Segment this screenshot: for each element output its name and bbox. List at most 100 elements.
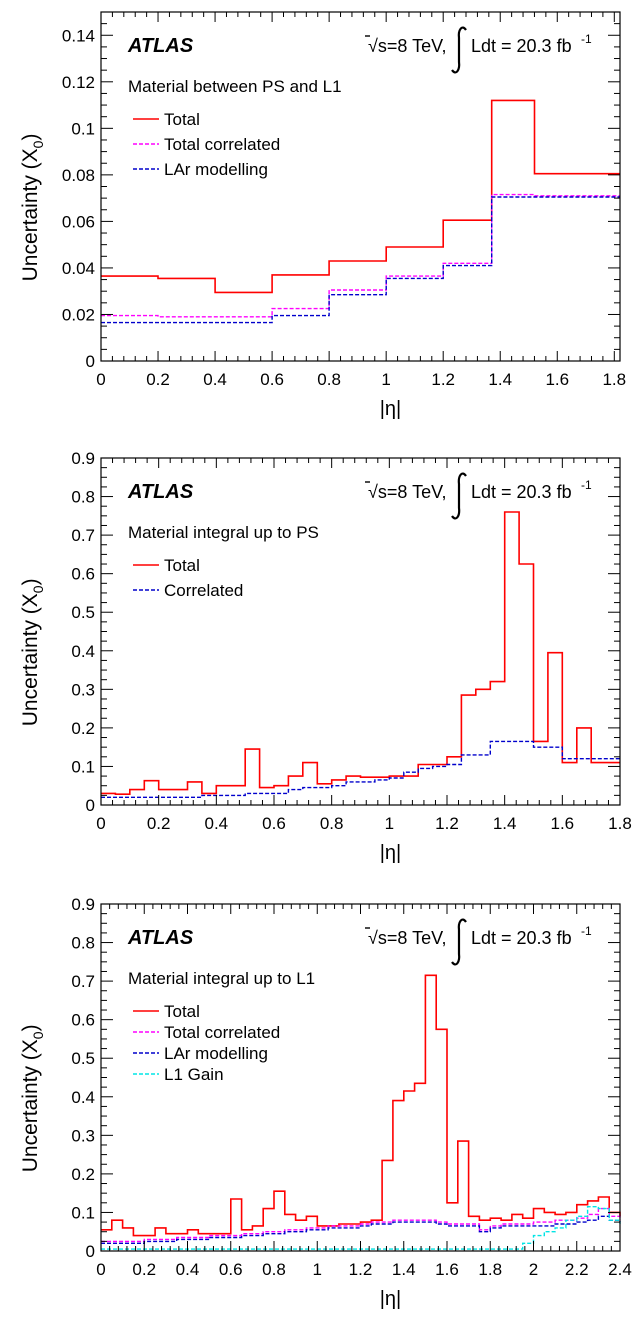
y-tick-label: 0.4 [71, 1088, 95, 1107]
y-tick-label: 0.4 [71, 642, 95, 661]
y-tick-label: 0.1 [71, 1203, 95, 1222]
series-line-total-correlated [101, 193, 620, 318]
x-axis-label: |η| [380, 842, 402, 864]
legend-entry: LAr modelling [164, 160, 268, 179]
legend-entry: Total [164, 1002, 200, 1021]
plot-frame [100, 457, 621, 806]
x-tick-label: 2.2 [565, 1260, 589, 1279]
x-tick-label: 1.8 [602, 370, 626, 389]
x-tick-label: 1.4 [493, 814, 517, 833]
plot-frame [100, 11, 621, 362]
x-tick-label: 1.6 [551, 814, 575, 833]
integral-sign [451, 26, 467, 74]
series-group [101, 99, 620, 324]
series-group [101, 511, 620, 798]
y-tick-label: 0.06 [62, 212, 95, 231]
atlas-label: ATLAS [127, 35, 194, 57]
luminosity-label: Ldt = 20.3 fb [471, 36, 572, 56]
x-tick-label: 0.4 [205, 814, 229, 833]
atlas-label: ATLAS [127, 927, 194, 949]
series-group [101, 974, 621, 1250]
y-tick-label: 0.5 [71, 1049, 95, 1068]
energy-label: √s=8 TeV, [368, 928, 446, 948]
legend-entry: Correlated [164, 581, 243, 600]
y-tick-label: 0.5 [71, 603, 95, 622]
x-tick-label: 0.6 [262, 814, 286, 833]
integral-sign [451, 918, 467, 966]
x-axis-label: |η| [380, 1288, 402, 1310]
x-tick-label: 0 [96, 370, 105, 389]
x-tick-label: 0.8 [320, 814, 344, 833]
legend-entry: Total correlated [164, 135, 280, 154]
x-tick-label: 0.4 [203, 370, 227, 389]
series-line-total [101, 511, 620, 795]
energy-label: √s=8 TeV, [368, 36, 446, 56]
series-line-correlated [101, 740, 620, 798]
x-tick-label: 1.8 [608, 814, 632, 833]
y-tick-label: 0.02 [62, 305, 95, 324]
y-tick-label: 0.7 [71, 526, 95, 545]
x-tick-label: 0.2 [146, 370, 170, 389]
luminosity-exponent: -1 [581, 924, 592, 938]
x-tick-label: 0.2 [147, 814, 171, 833]
series-line-lar-modelling [101, 1215, 621, 1244]
x-tick-label: 0 [96, 814, 105, 833]
y-tick-label: 0.9 [71, 895, 95, 914]
y-tick-label: 0.08 [62, 166, 95, 185]
legend-entry: LAr modelling [164, 1044, 268, 1063]
y-axis-label: Uncertainty (X0) [19, 578, 46, 726]
x-tick-label: 1.4 [488, 370, 512, 389]
x-tick-label: 0.8 [262, 1260, 286, 1279]
x-tick-label: 0.8 [317, 370, 341, 389]
y-tick-label: 0.7 [71, 972, 95, 991]
x-axis-label: |η| [380, 398, 402, 420]
y-tick-label: 0.3 [71, 1126, 95, 1145]
x-tick-label: 1.2 [435, 814, 459, 833]
legend: Total Total correlated LAr modelling L1 Gai… [133, 1002, 280, 1084]
x-tick-label: 0.6 [260, 370, 284, 389]
chart-panel-1: 0 0.2 0.4 0.6 0.8 1 1.2 1.4 1.6 1.8 0 0.02 0.04 0.06 0… [19, 11, 626, 420]
y-tick-label: 0.3 [71, 680, 95, 699]
x-tick-label: 1 [313, 1260, 322, 1279]
legend: Total Correlated [133, 556, 243, 600]
x-tick-label: 2 [529, 1260, 538, 1279]
legend-entry: Total correlated [164, 1023, 280, 1042]
chart-panel-3: 0 0.2 0.4 0.6 0.8 1 1.2 1.4 1.6 1.8 2 2.2 2.4 0 0.1 0.2… [19, 895, 632, 1310]
x-tick-label: 1.2 [431, 370, 455, 389]
y-tick-label: 0 [86, 796, 95, 815]
y-tick-label: 0.8 [71, 488, 95, 507]
legend-entry: Total [164, 110, 200, 129]
x-tick-label: 0.6 [219, 1260, 243, 1279]
y-tick-label: 0.12 [62, 73, 95, 92]
integral-sign [451, 472, 467, 520]
region-label: Material between PS and L1 [128, 77, 342, 96]
y-axis-label: Uncertainty (X0) [19, 134, 46, 282]
y-tick-label: 0.2 [71, 719, 95, 738]
x-tick-label: 1.2 [349, 1260, 373, 1279]
series-line-l1-gain [101, 1206, 621, 1250]
legend-entry: L1 Gain [164, 1065, 224, 1084]
x-tick-label: 0.4 [176, 1260, 200, 1279]
y-tick-label: 0.1 [71, 757, 95, 776]
y-tick-label: 0.14 [62, 26, 95, 45]
region-label: Material integral up to PS [128, 523, 319, 542]
y-tick-label: 0.04 [62, 259, 95, 278]
x-tick-label: 0.2 [132, 1260, 156, 1279]
series-line-lar-modelling [101, 196, 620, 324]
y-tick-label: 0.6 [71, 1011, 95, 1030]
y-tick-label: 0.9 [71, 449, 95, 468]
y-tick-label: 0.6 [71, 565, 95, 584]
y-tick-label: 0.2 [71, 1165, 95, 1184]
energy-label: √s=8 TeV, [368, 482, 446, 502]
region-label: Material integral up to L1 [128, 969, 315, 988]
y-tick-label: 0.8 [71, 934, 95, 953]
series-line-total [101, 99, 620, 294]
x-tick-label: 1.8 [478, 1260, 502, 1279]
luminosity-label: Ldt = 20.3 fb [471, 482, 572, 502]
luminosity-exponent: -1 [581, 32, 592, 46]
x-tick-label: 0 [96, 1260, 105, 1279]
x-tick-label: 1 [385, 814, 394, 833]
y-axis-label: Uncertainty (X0) [19, 1024, 46, 1172]
x-tick-label: 2.4 [608, 1260, 632, 1279]
